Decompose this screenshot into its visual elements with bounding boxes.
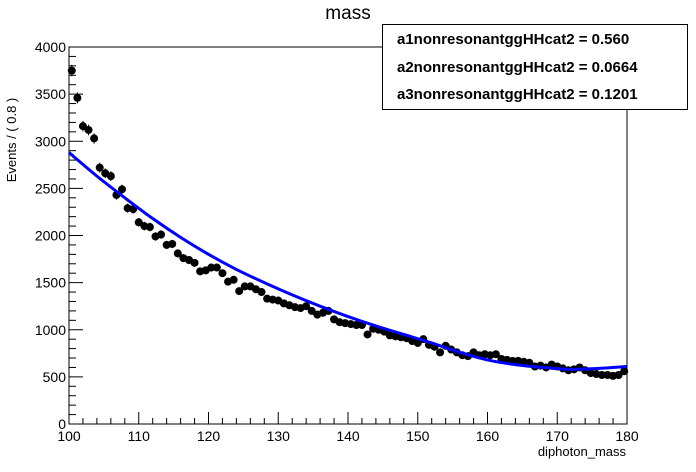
x-tick-label: 150: [406, 428, 430, 444]
data-marker: [436, 348, 444, 356]
y-tick-label: 3000: [35, 133, 66, 149]
y-tick-label: 1500: [35, 275, 66, 291]
stats-row-a1: a1nonresonantggHHcat2 = 0.560: [397, 31, 629, 48]
data-point: [436, 348, 444, 356]
x-tick-label: 180: [615, 428, 639, 444]
data-marker: [90, 134, 98, 142]
data-marker: [107, 172, 115, 180]
data-marker: [258, 288, 266, 296]
data-marker: [68, 67, 76, 75]
data-marker: [230, 276, 238, 284]
fit-curve: [69, 153, 627, 370]
data-marker: [157, 231, 165, 239]
stats-box: a1nonresonantggHHcat2 = 0.560 a2nonreson…: [382, 24, 688, 110]
data-point: [230, 276, 238, 284]
x-tick-label: 140: [336, 428, 360, 444]
data-marker: [85, 126, 93, 134]
x-tick-label: 120: [197, 428, 221, 444]
data-point: [218, 269, 226, 277]
y-tick-label: 0: [58, 416, 66, 432]
y-tick-label: 2500: [35, 180, 66, 196]
chart-title: mass: [0, 3, 696, 25]
x-tick-label: 130: [267, 428, 291, 444]
data-marker: [73, 94, 81, 102]
x-tick-label: 160: [476, 428, 500, 444]
stats-row-a3: a3nonresonantggHHcat2 = 0.1201: [397, 86, 638, 103]
data-marker: [218, 269, 226, 277]
data-marker: [620, 367, 628, 375]
y-tick-label: 1000: [35, 322, 66, 338]
data-point: [90, 133, 98, 143]
data-marker: [146, 223, 154, 231]
x-tick-label: 110: [128, 428, 151, 444]
data-point: [191, 259, 199, 267]
data-marker: [191, 259, 199, 267]
y-tick-label: 3500: [35, 86, 66, 102]
data-point: [258, 288, 266, 296]
stats-row-a2: a2nonresonantggHHcat2 = 0.0664: [397, 59, 638, 76]
x-axis-label: diphoton_mass: [538, 444, 626, 459]
y-tick-label: 500: [43, 369, 67, 385]
y-tick-label: 2000: [35, 228, 66, 244]
x-tick-label: 170: [546, 428, 570, 444]
data-point: [620, 367, 628, 375]
data-marker: [168, 240, 176, 248]
y-tick-label: 4000: [35, 39, 66, 55]
